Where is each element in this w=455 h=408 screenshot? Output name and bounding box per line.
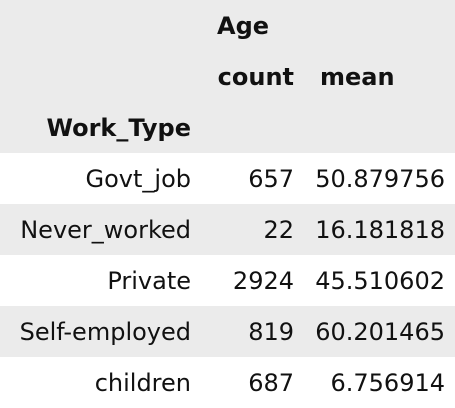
row-label: children (94, 368, 191, 397)
row-label: Never_worked (20, 215, 191, 244)
row-count: 819 (248, 317, 294, 346)
header-row-index: Work_Type (0, 102, 455, 153)
header-row-columns: count mean (0, 51, 455, 102)
row-mean: 45.510602 (315, 266, 445, 295)
header-mean: mean (320, 62, 395, 91)
row-count: 2924 (232, 266, 294, 295)
header-count: count (217, 62, 294, 91)
table-row: Govt_job 657 50.879756 (0, 153, 455, 204)
index-name: Work_Type (46, 113, 191, 142)
row-mean: 60.201465 (315, 317, 445, 346)
header-row-group: Age (0, 0, 455, 51)
table-row: Private 2924 45.510602 (0, 255, 455, 306)
row-count: 657 (248, 164, 294, 193)
table-row: Never_worked 22 16.181818 (0, 204, 455, 255)
row-label: Govt_job (85, 164, 191, 193)
table-row: children 687 6.756914 (0, 357, 455, 408)
table-row: Self-employed 819 60.201465 (0, 306, 455, 357)
row-mean: 16.181818 (315, 215, 445, 244)
row-label: Private (107, 266, 191, 295)
row-label: Self-employed (19, 317, 191, 346)
row-count: 22 (263, 215, 294, 244)
row-mean: 6.756914 (330, 368, 445, 397)
header-age: Age (217, 11, 270, 40)
row-mean: 50.879756 (315, 164, 445, 193)
row-count: 687 (248, 368, 294, 397)
